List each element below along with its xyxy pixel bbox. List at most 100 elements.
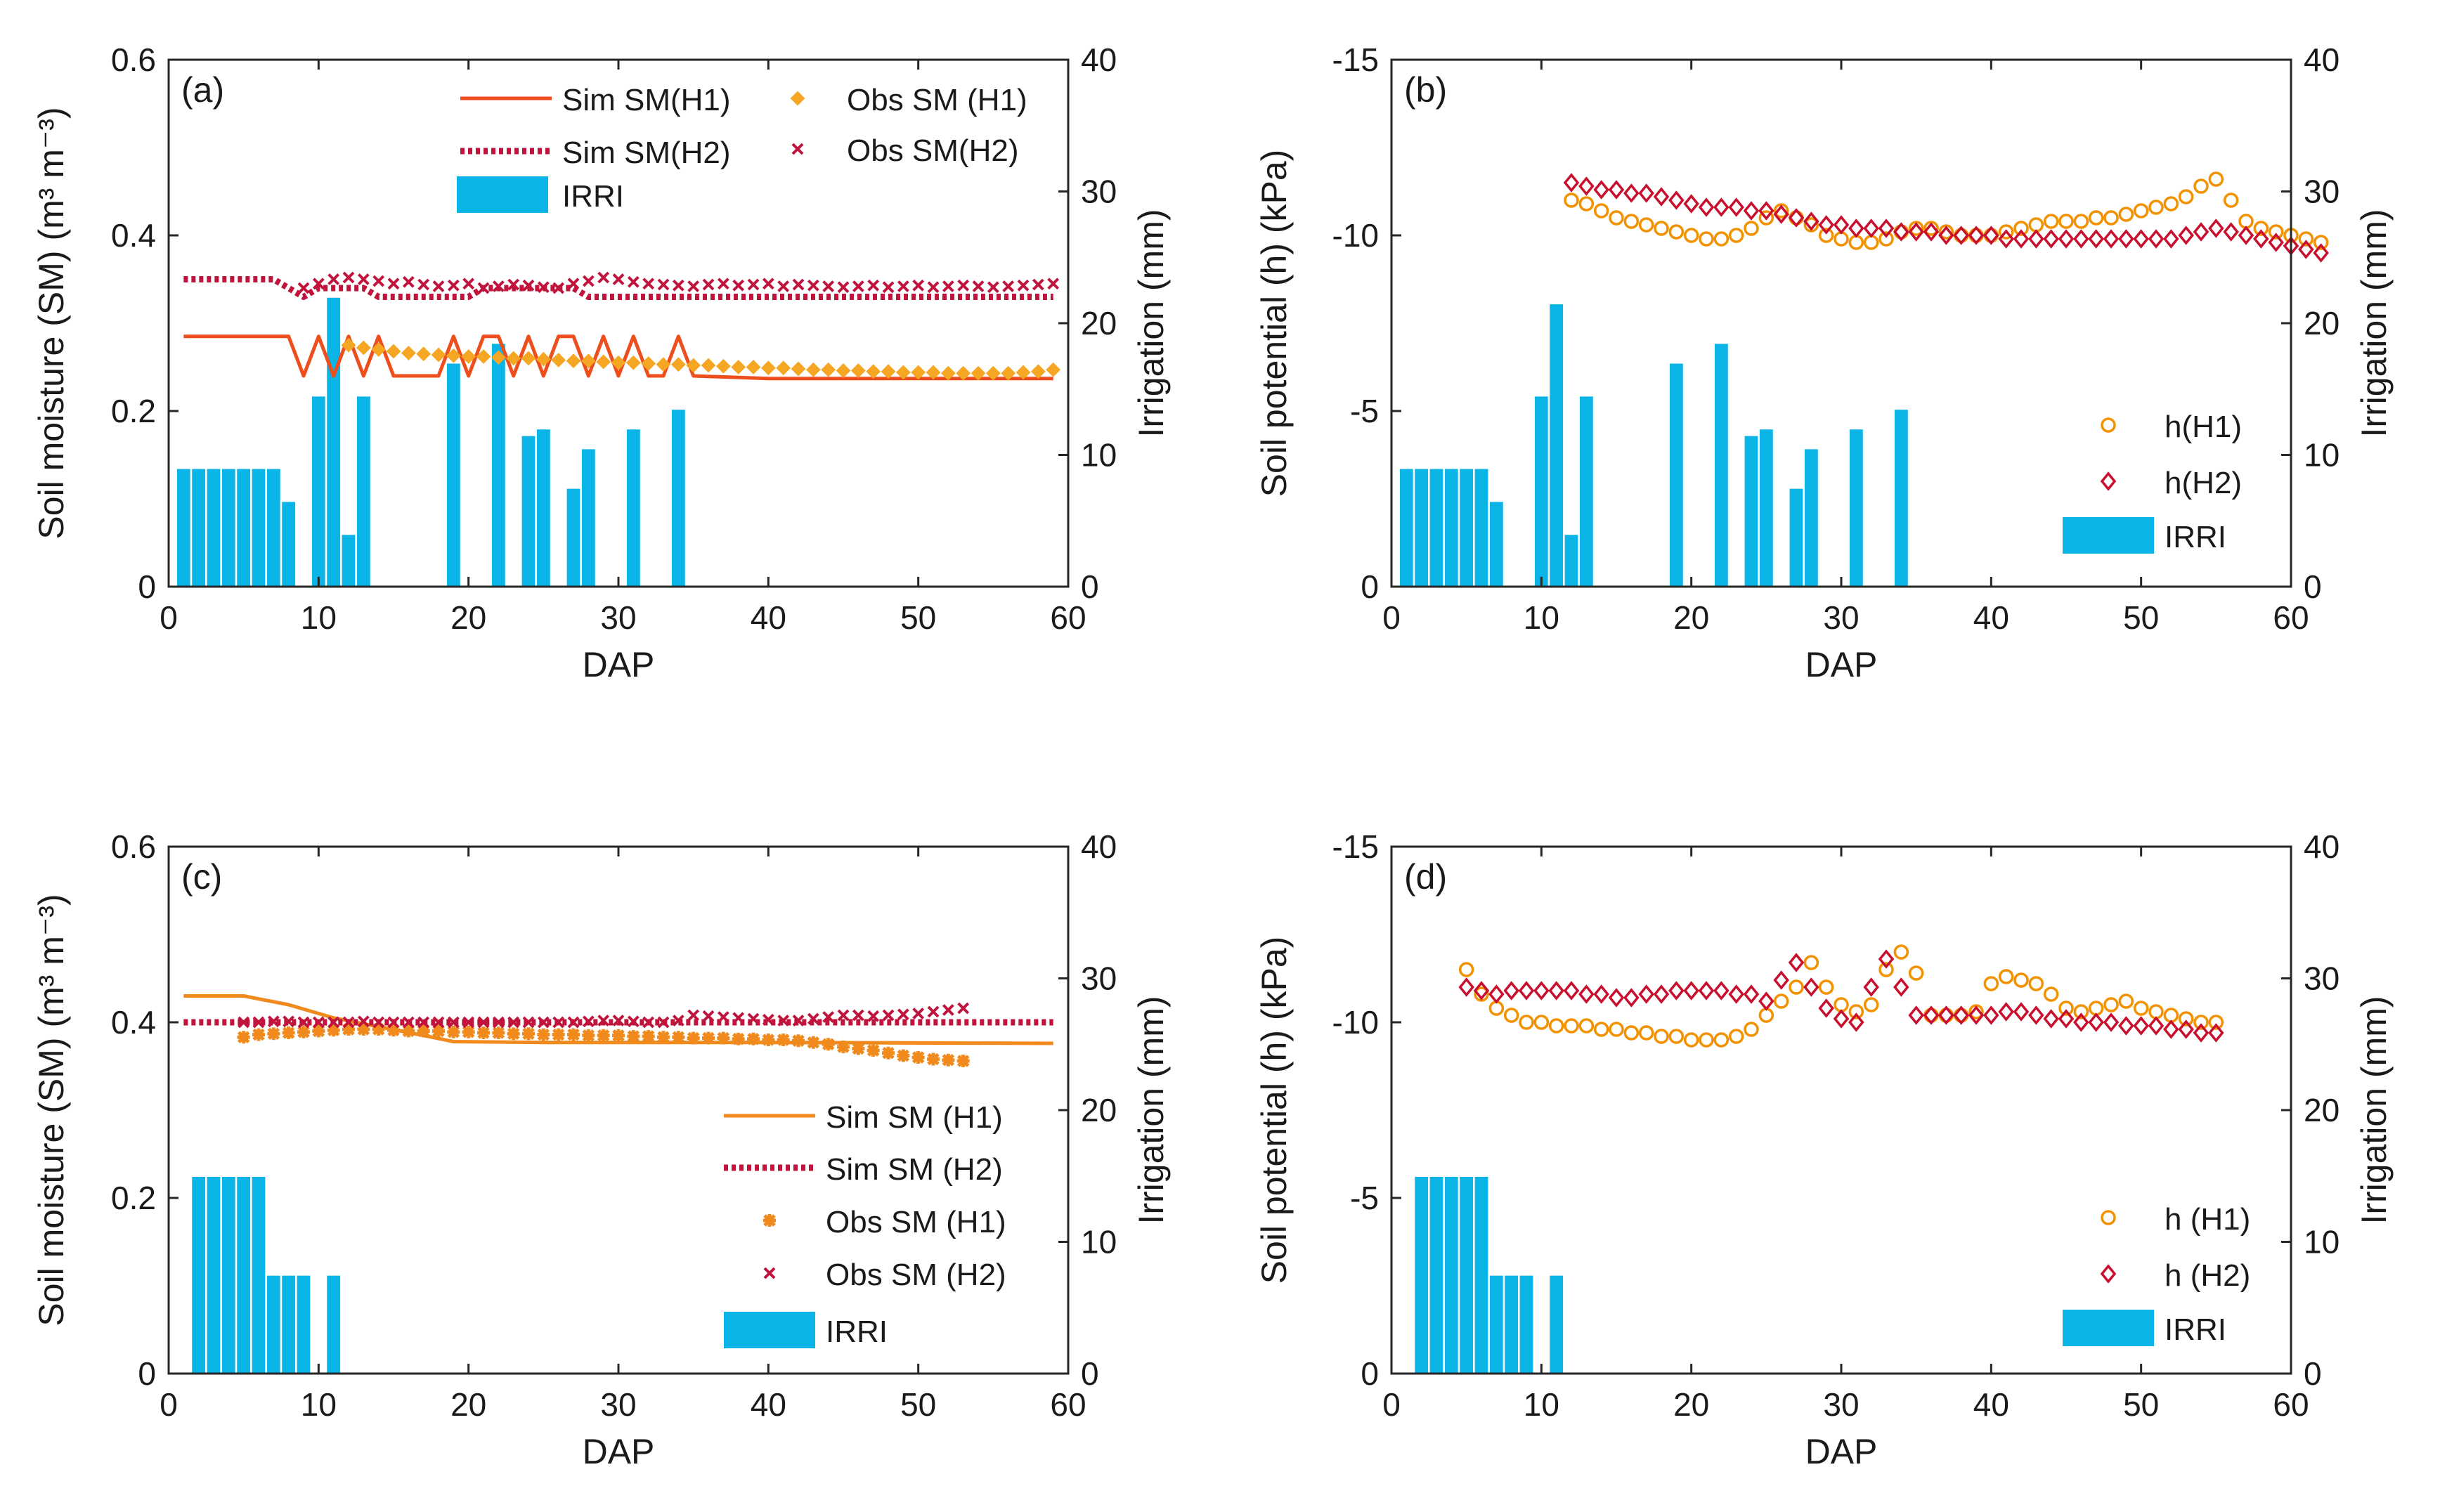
obs-h2-point	[477, 1016, 490, 1029]
obs-h1-point	[611, 355, 626, 370]
obs-h1-point	[521, 351, 536, 366]
obs-h2-point	[1983, 1005, 1999, 1025]
legend-label-obs-h2: Obs SM(H2)	[847, 133, 1018, 168]
legend-swatch-irri	[2063, 517, 2154, 554]
y-left-tick-label: 0.4	[111, 217, 156, 254]
irrigation-bar	[265, 467, 283, 588]
legend: h (H1) h (H2) IRRI	[2063, 1202, 2250, 1347]
obs-h1-point	[942, 1053, 955, 1067]
obs-h2-point	[462, 1016, 475, 1029]
obs-h2-point	[1923, 222, 1940, 242]
obs-h1-point	[1030, 364, 1046, 379]
obs-h2-point	[567, 1016, 580, 1029]
obs-h2-point	[1908, 1005, 1924, 1025]
obs-h2-point	[252, 1016, 265, 1029]
obs-h2-point	[1683, 981, 1699, 1001]
obs-h2-point	[1608, 180, 1625, 200]
obs-h1-point	[836, 363, 851, 378]
obs-h2-point	[2193, 222, 2209, 242]
obs-h1-point	[2193, 1015, 2209, 1030]
x-tick-label: 0	[160, 1386, 178, 1423]
obs-h2-point	[1833, 215, 1850, 235]
obs-h1-point	[1609, 210, 1624, 226]
irrigation-bar	[310, 394, 327, 588]
x-tick-label: 50	[900, 1386, 936, 1423]
obs-h1-point	[822, 1038, 835, 1051]
obs-h1-point	[1593, 203, 1609, 219]
obs-h2-point	[912, 1008, 925, 1019]
obs-h2-point	[1758, 201, 1774, 221]
obs-h1-point	[386, 344, 401, 359]
obs-h2-point	[1668, 981, 1685, 1001]
legend-label-irri: IRRI	[826, 1315, 888, 1349]
obs-h2-point	[327, 1016, 340, 1029]
legend-swatch-irri	[724, 1312, 815, 1348]
panel-label: (a)	[181, 70, 224, 110]
irrigation-bar	[1428, 1175, 1445, 1375]
obs-h1-point	[837, 1041, 850, 1053]
obs-h2-point	[2163, 1019, 2179, 1039]
obs-h1-point	[732, 1032, 745, 1045]
obs-h2-point	[1968, 1005, 1985, 1025]
obs-h2-point	[357, 273, 370, 285]
obs-h2-point	[1533, 981, 1550, 1001]
obs-h2-point	[2028, 229, 2044, 249]
obs-h2-point	[852, 280, 864, 292]
obs-h1-point	[402, 1024, 415, 1038]
obs-h1-point	[702, 1031, 715, 1045]
legend-label-h1: h (H1)	[2165, 1202, 2250, 1237]
legend: Sim SM(H1) Sim SM(H2) IRRI Obs SM (H1) Obs S…	[457, 83, 1027, 214]
obs-h2-point	[1863, 219, 1879, 238]
obs-h2-point	[2073, 1012, 2089, 1032]
obs-h1-point	[506, 351, 521, 366]
obs-h1-point	[371, 342, 387, 357]
irrigation-bar	[1668, 362, 1685, 588]
irrigation-bar	[250, 1175, 267, 1375]
obs-h1-point	[1654, 221, 1669, 236]
y-right-tick-label: 40	[2304, 41, 2340, 78]
obs-h2-point	[342, 271, 355, 284]
obs-h1-point	[462, 1025, 475, 1038]
obs-h1-point	[2013, 972, 2029, 988]
obs-h1-point	[1938, 1008, 1954, 1023]
obs-h2-point	[462, 278, 475, 290]
y-left-tick-label: -5	[1350, 393, 1379, 429]
obs-h1-point	[2058, 1001, 2074, 1016]
x-tick-label: 20	[450, 1386, 486, 1423]
obs-h2-point	[987, 281, 999, 294]
irrigation-bar	[265, 1274, 283, 1375]
obs-h2-point	[1563, 981, 1580, 1001]
obs-h2-point	[297, 1016, 310, 1029]
y-right-tick-label: 0	[2304, 1355, 2322, 1392]
y-right-tick-label: 30	[1081, 174, 1117, 210]
obs-h2-point	[1788, 953, 1805, 972]
irrigation-bar	[1758, 427, 1775, 588]
obs-h1-point	[341, 337, 356, 353]
legend-label-h2: h (H2)	[2165, 1258, 2250, 1293]
obs-h2-point	[1938, 1005, 1954, 1025]
legend-label-obs-h1: Obs SM (H1)	[826, 1205, 1006, 1239]
legend-swatch-obs-h1	[790, 91, 805, 106]
obs-h1-point	[940, 365, 956, 381]
irrigation-bar	[1518, 1274, 1535, 1375]
irrigation-bar	[490, 341, 507, 588]
obs-h2-point	[957, 1002, 970, 1015]
y-left-tick-label: 0	[1361, 1355, 1379, 1392]
obs-h1-point	[1893, 944, 1909, 960]
obs-h1-point	[401, 346, 416, 360]
legend: Sim SM (H1) Sim SM (H2) Obs SM (H1) Obs SM …	[724, 1100, 1006, 1349]
legend-label-obs-h1: Obs SM (H1)	[847, 83, 1027, 117]
obs-h2-point	[2178, 1019, 2194, 1039]
irrigation-bar	[205, 1175, 222, 1375]
legend-label-h2: h(H2)	[2165, 466, 2242, 500]
obs-h2-point	[1713, 981, 1730, 1001]
obs-h1-point	[1699, 231, 1714, 247]
obs-h1-point	[956, 365, 971, 381]
x-tick-label: 20	[1673, 599, 1709, 636]
obs-h2-point	[1743, 984, 1760, 1004]
obs-h2-point	[2193, 1023, 2209, 1043]
obs-h2-point	[1863, 977, 1879, 997]
obs-h1-point	[416, 346, 431, 362]
panel-label: (c)	[181, 857, 222, 897]
obs-h1-point	[1818, 228, 1834, 243]
